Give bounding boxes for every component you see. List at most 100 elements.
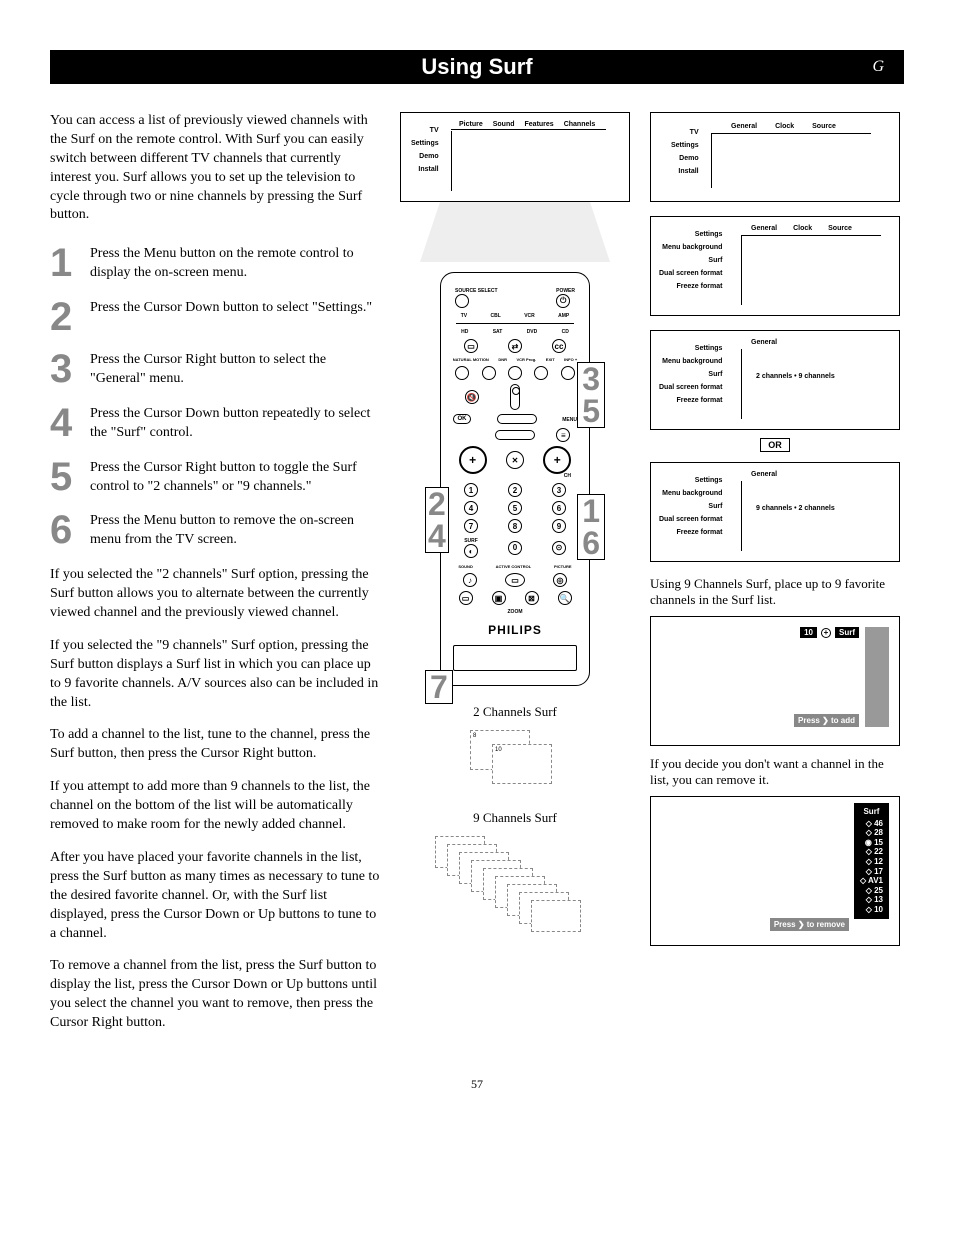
main-content: You can access a list of previously view… <box>50 112 904 1047</box>
step-text-6: Press the Menu button to remove the on-s… <box>90 512 380 550</box>
d2-v0: Settings <box>659 231 722 238</box>
left-column: You can access a list of previously view… <box>50 112 380 1047</box>
digit-7: 7 <box>464 519 478 533</box>
thumb-2b: 10 <box>492 744 552 784</box>
label-source-select: SOURCE SELECT <box>455 288 498 294</box>
lbl-ac-picture: PICTURE <box>554 564 572 569</box>
diagram-settings: General Clock Source TV Settings Demo In… <box>650 112 900 202</box>
d1-demo: Demo <box>671 155 699 162</box>
mute-button: 🔇 <box>465 390 479 404</box>
digit-4: 4 <box>464 501 478 515</box>
d2-v2: Surf <box>659 257 722 264</box>
ch-label: CH <box>564 473 571 479</box>
title-bar: Using Surf G <box>50 50 904 84</box>
step-4: 4 Press the Cursor Down button repeatedl… <box>50 405 380 443</box>
d1-settings: Settings <box>671 142 699 149</box>
source-select-button <box>455 294 469 308</box>
zoom-1: ▭ <box>459 591 473 605</box>
callout-1: 1 <box>582 495 600 527</box>
mute-center: ✕ <box>506 451 524 469</box>
d4-v0: Settings <box>659 477 722 484</box>
d1-clock: Clock <box>775 123 794 130</box>
sl-4: 12 <box>860 857 883 867</box>
d3-v0: Settings <box>659 345 722 352</box>
src-hd: HD <box>461 329 468 335</box>
d4-v1: Menu background <box>659 490 722 497</box>
sl-7: 25 <box>860 886 883 896</box>
diagram-surf-9ch: General 9 channels • 2 channels Settings… <box>650 462 900 562</box>
vol-pad: + <box>459 446 487 474</box>
sl-0: 46 <box>860 819 883 829</box>
src-sat: SAT <box>493 329 503 335</box>
src-tv: TV <box>461 313 467 319</box>
d1-tv: TV <box>671 129 699 136</box>
ok-button: OK <box>453 414 471 424</box>
spotlight-cone <box>400 202 630 262</box>
step-text-5: Press the Cursor Right button to toggle … <box>90 459 380 497</box>
digit-3: 3 <box>552 483 566 497</box>
src-amp: AMP <box>558 313 569 319</box>
menu-channels: Channels <box>564 121 596 128</box>
surf-add-box: 10 + Surf Press ❯ to add <box>650 616 900 746</box>
surf-list-hdr: Surf <box>860 807 883 817</box>
d2-v4: Freeze format <box>659 283 722 290</box>
dnr-button <box>482 366 496 380</box>
stack-2ch: 8 10 <box>400 730 630 790</box>
step-num-5: 5 <box>50 459 90 497</box>
d3-hdr: General <box>751 339 777 346</box>
av-button: ⊙ <box>552 541 566 555</box>
top-menu-horz: Picture Sound Features Channels <box>459 121 595 128</box>
stack-9ch <box>400 836 630 926</box>
plus-icon: + <box>821 628 831 638</box>
pip-button: ▭ <box>464 339 478 353</box>
cursor-bar2 <box>495 430 535 440</box>
diagram-surf-2ch: General 2 channels • 9 channels Settings… <box>650 330 900 430</box>
d4-v4: Freeze format <box>659 529 722 536</box>
sl-9: 10 <box>860 905 883 915</box>
vcrprog-button <box>508 366 522 380</box>
intro-text: You can access a list of previously view… <box>50 112 380 225</box>
para-4: If you attempt to add more than 9 channe… <box>50 778 380 835</box>
step-num-3: 3 <box>50 351 90 389</box>
digit-1: 1 <box>464 483 478 497</box>
swap-button: ⇄ <box>508 339 522 353</box>
d3-v1: Menu background <box>659 358 722 365</box>
digit-5: 5 <box>508 501 522 515</box>
d2-source: Source <box>828 225 852 232</box>
src-vcr: VCR <box>524 313 535 319</box>
digit-9: 9 <box>552 519 566 533</box>
surf-label: SURF <box>464 538 478 544</box>
step-num-6: 6 <box>50 512 90 550</box>
d4-v2: Surf <box>659 503 722 510</box>
ch-pad: + <box>543 446 571 474</box>
lbl-nm: NATURAL MOTION <box>453 357 489 362</box>
digit-0: 0 <box>508 541 522 555</box>
d4-v3: Dual screen format <box>659 516 722 523</box>
menu-button: ≡ <box>556 428 570 442</box>
surf-remove-box: Surf 46 28 15 22 12 17 AV1 25 13 10 Pres… <box>650 796 900 946</box>
callout-3: 3 <box>582 363 600 395</box>
src-row-2: HD SAT DVD CD <box>449 328 581 335</box>
lbl-vcrprog: VCR Prog. <box>517 357 537 362</box>
d2-v3: Dual screen format <box>659 270 722 277</box>
para-1: If you selected the "2 channels" Surf op… <box>50 566 380 623</box>
para-6: To remove a channel from the list, press… <box>50 957 380 1033</box>
step-num-1: 1 <box>50 245 90 283</box>
step-3: 3 Press the Cursor Right button to selec… <box>50 351 380 389</box>
ac-picture-button: ◎ <box>553 573 567 587</box>
surf-sidebar <box>865 627 889 727</box>
lbl-exit: EXIT <box>546 357 555 362</box>
top-slider <box>510 384 520 410</box>
d1-install: Install <box>671 168 699 175</box>
menu-features: Features <box>525 121 554 128</box>
top-menu-vert: TV Settings Demo Install <box>411 127 439 179</box>
menu-settings: Settings <box>411 140 439 147</box>
d3-v3: Dual screen format <box>659 384 722 391</box>
middle-column: Picture Sound Features Channels TV Setti… <box>400 112 630 1047</box>
callout-1-6: 1 6 <box>577 494 605 560</box>
step-6: 6 Press the Menu button to remove the on… <box>50 512 380 550</box>
surf-list: Surf 46 28 15 22 12 17 AV1 25 13 10 <box>854 803 889 919</box>
lbl-ac: ACTIVE CONTROL <box>496 564 532 569</box>
press-remove-label: Press ❯ to remove <box>770 918 849 931</box>
menu-demo: Demo <box>411 153 439 160</box>
